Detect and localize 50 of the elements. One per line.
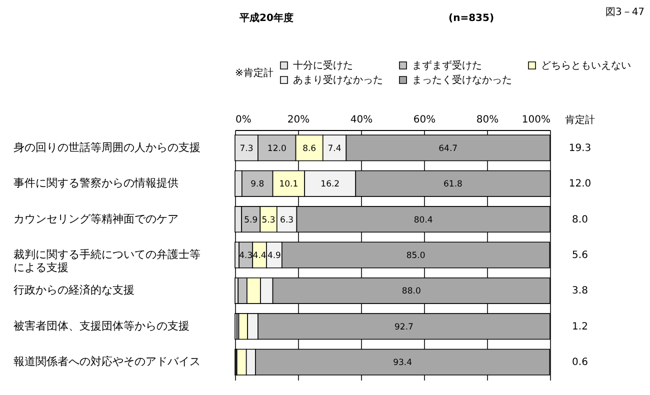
y-tick-label: 事件に関する警察からの情報提供 (14, 176, 178, 190)
text: 5.6 (572, 250, 588, 261)
chart-title: 平成20年度 (238, 12, 294, 24)
data-label: 6.3 (280, 215, 294, 226)
y-tick-label: 裁判に関する手続についての弁護士等による支援 (14, 248, 200, 274)
text: 12.0 (568, 178, 592, 190)
legend-label: まったく受けなかった (412, 74, 512, 86)
y-tick-label: 被害者団体、支援団体等からの支援 (14, 319, 190, 332)
data-label: 5.9 (244, 215, 258, 226)
y-tick-label: カウンセリング等精神面でのケア (14, 212, 178, 226)
data-label: 16.2 (320, 180, 340, 190)
x-tick-label: 0% (236, 114, 252, 126)
data-label: 85.0 (406, 251, 426, 261)
x-tick-label: 40% (350, 114, 373, 126)
data-label: 9.8 (250, 180, 264, 190)
text: 3.8 (572, 286, 588, 297)
legend-title: ※肯定計 (235, 67, 274, 79)
data-label: 7.3 (240, 144, 254, 154)
legend-label: あまり受けなかった (293, 74, 383, 86)
y-tick-label: 行政からの経済的な支援 (14, 284, 134, 297)
data-label: 10.1 (279, 180, 298, 190)
data-label: 61.8 (444, 180, 462, 190)
data-label: 4.9 (267, 251, 281, 261)
data-label: 88.0 (402, 286, 421, 297)
x-tick-label: 80% (476, 114, 499, 126)
text: 1.2 (572, 321, 588, 332)
data-label: 7.4 (328, 144, 342, 154)
data-label: 80.4 (414, 215, 433, 226)
data-label: 5.3 (262, 215, 276, 226)
x-tick-label: 100% (522, 114, 550, 126)
text: 肯定計 (565, 114, 595, 126)
data-label: 12.0 (267, 144, 286, 154)
text: 0.6 (572, 357, 588, 368)
legend-label: どちらともいえない (541, 60, 631, 72)
data-label: 64.7 (438, 144, 458, 154)
legend-label: 十分に受けた (293, 59, 353, 72)
legend-label: まずまず受けた (412, 59, 482, 72)
text: 19.3 (568, 142, 592, 154)
chart-subtitle: (n=835) (448, 13, 494, 24)
y-tick-label: 報道関係者への対応やそのアドバイス (14, 355, 200, 368)
text: 8.0 (572, 214, 588, 226)
y-tick-label: 身の回りの世話等周囲の人からの支援 (14, 140, 200, 154)
data-label: 8.6 (302, 144, 316, 154)
x-tick-label: 20% (287, 114, 310, 126)
data-label: 4.4 (252, 251, 266, 261)
x-tick-label: 60% (413, 114, 436, 126)
caption: 図3－47 (605, 7, 645, 18)
data-label: 92.7 (394, 322, 414, 332)
data-label: 4.3 (239, 251, 253, 261)
data-label: 93.4 (393, 358, 412, 368)
